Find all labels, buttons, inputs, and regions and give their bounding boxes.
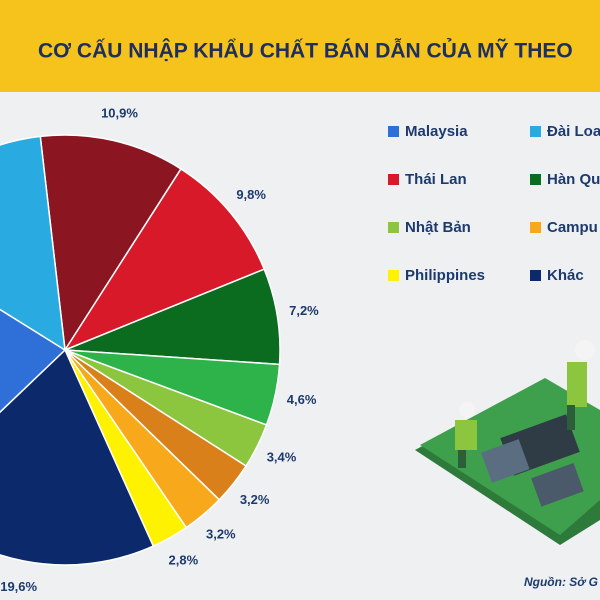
data-label: 9,8% [236, 187, 266, 202]
legend-label: Đài Loa [547, 123, 600, 140]
legend-swatch [388, 174, 399, 185]
data-label: 4,6% [287, 392, 317, 407]
legend-label: Khác [547, 267, 584, 284]
legend-swatch [388, 270, 399, 281]
legend-swatch [530, 222, 541, 233]
pie-slice [0, 348, 155, 566]
legend-swatch [388, 126, 399, 137]
illustration [415, 340, 600, 545]
legend-label: Hàn Qu [547, 171, 600, 188]
data-label: 19,6% [0, 579, 37, 594]
source-note: Nguồn: Sở G [524, 575, 598, 589]
data-label: 3,4% [267, 449, 297, 464]
data-label: 3,2% [240, 492, 270, 507]
legend-swatch [388, 222, 399, 233]
data-label: 2,8% [169, 553, 199, 568]
legend-swatch [530, 270, 541, 281]
legend-label: Campu [547, 219, 598, 236]
pie-slice [0, 135, 66, 352]
data-label: 3,2% [206, 527, 236, 542]
data-label: 7,2% [289, 303, 319, 318]
title-bar [0, 0, 600, 92]
pie-slice [63, 167, 266, 352]
data-label: 10,9% [101, 106, 138, 121]
pie-slice [0, 308, 67, 414]
legend-label: Thái Lan [405, 171, 467, 188]
legend-swatch [530, 126, 541, 137]
legend-label: Malaysia [405, 123, 468, 140]
pie-slice [39, 134, 182, 353]
legend-label: Philippines [405, 267, 485, 284]
legend-swatch [530, 174, 541, 185]
legend-label: Nhật Bản [405, 219, 471, 236]
chart-title: CƠ CẤU NHẬP KHẨU CHẤT BÁN DẪN CỦA MỸ THE… [38, 39, 573, 63]
